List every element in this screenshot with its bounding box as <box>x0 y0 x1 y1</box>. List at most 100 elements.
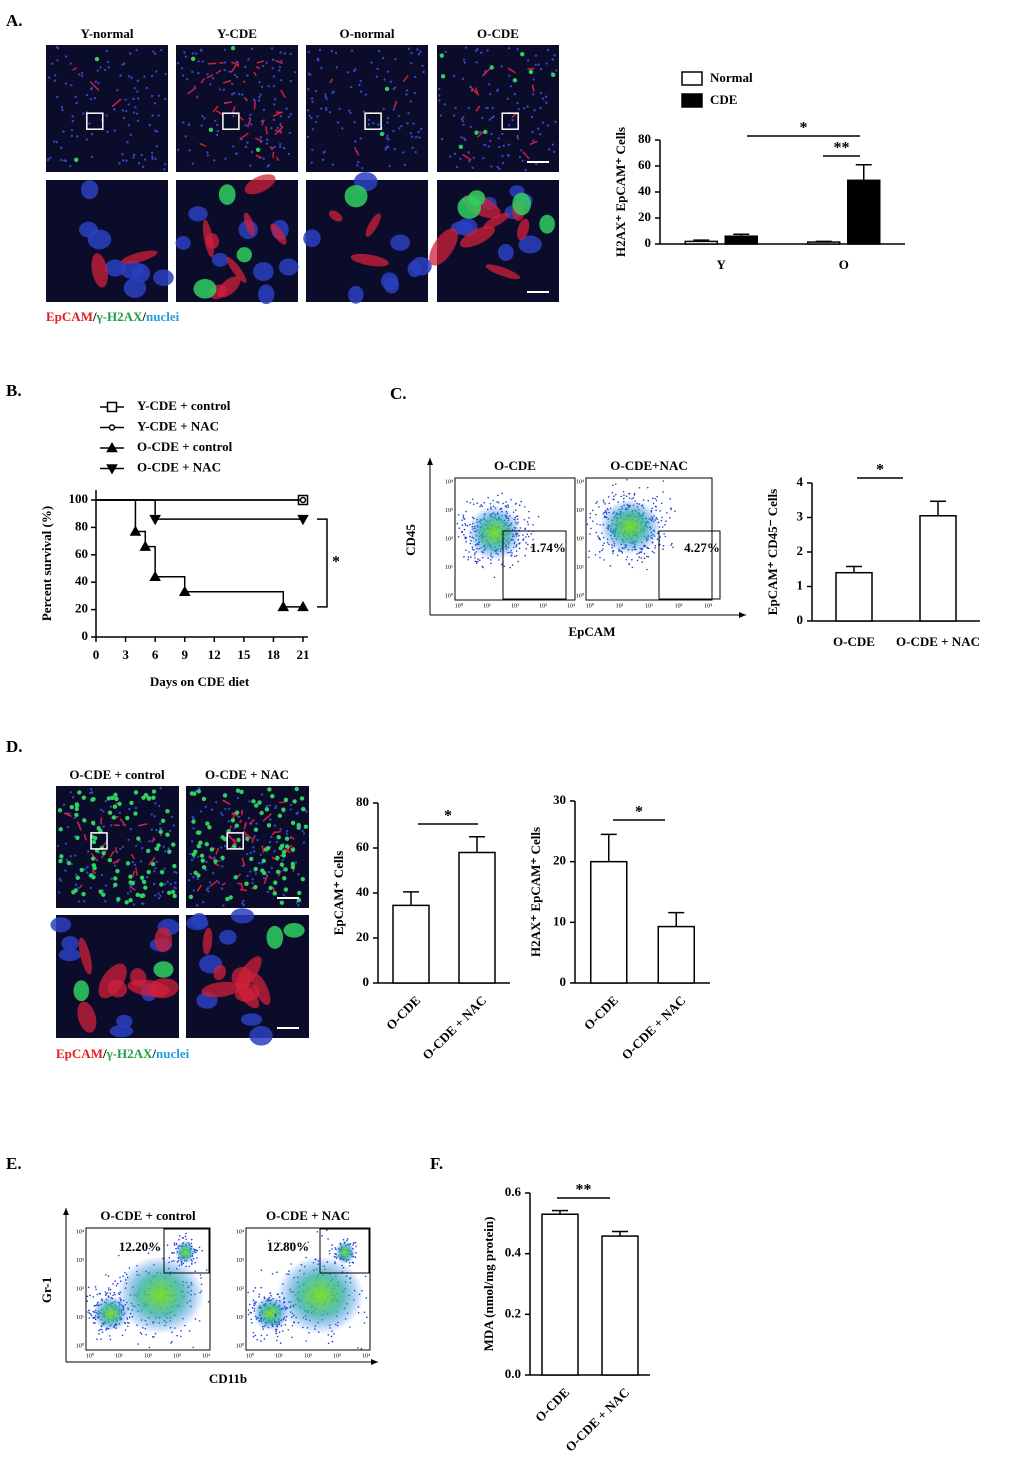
nucleus <box>77 900 81 903</box>
epcam-stain <box>222 79 232 84</box>
flow-event <box>662 480 665 482</box>
nucleus <box>163 163 167 166</box>
flow-event <box>140 1333 143 1335</box>
nucleus <box>323 150 326 153</box>
nucleus <box>157 94 161 97</box>
nucleus <box>154 894 157 897</box>
flow-event <box>479 559 481 562</box>
flow-event <box>276 1339 278 1342</box>
flow-event <box>507 506 510 508</box>
nucleus <box>546 48 550 52</box>
epcam-stain <box>242 830 253 840</box>
nucleus <box>386 121 389 124</box>
nucleus <box>84 868 87 871</box>
nucleus <box>516 48 519 51</box>
nucleus <box>279 79 283 82</box>
nucleus <box>297 873 300 876</box>
nucleus <box>302 832 306 835</box>
nucleus <box>506 97 509 101</box>
nucleus <box>126 892 130 895</box>
flow-event <box>532 524 534 526</box>
nucleus <box>170 815 174 819</box>
nucleus <box>467 151 470 154</box>
nucleus <box>420 127 423 131</box>
h2ax-stain <box>146 869 151 875</box>
h2ax-stain <box>296 825 301 830</box>
nucleus <box>537 127 540 130</box>
nucleus <box>100 873 104 877</box>
nucleus <box>141 846 144 850</box>
flow-event <box>194 1249 197 1251</box>
h2ax-stain <box>282 876 287 881</box>
nucleus <box>150 828 153 831</box>
x-tick-label: O-CDE + NAC <box>562 1385 632 1455</box>
h2ax-stain <box>539 214 555 234</box>
panel-label: A. <box>6 11 23 30</box>
nucleus <box>68 164 72 168</box>
nucleus <box>151 151 154 155</box>
nucleus <box>155 860 158 863</box>
nucleus <box>476 47 479 51</box>
nucleus <box>69 855 72 858</box>
flow-event <box>176 1261 179 1263</box>
flow-event <box>259 1306 262 1309</box>
image-title: Y-CDE <box>217 26 257 41</box>
h2ax-stain <box>158 829 163 835</box>
nucleus <box>105 49 108 53</box>
flow-event <box>86 1295 89 1298</box>
h2ax-stain <box>457 195 482 219</box>
nucleus <box>62 803 66 807</box>
nucleus <box>406 121 409 125</box>
flow-event <box>631 498 633 500</box>
flow-event <box>97 1301 99 1304</box>
nucleus <box>151 157 154 160</box>
nucleus <box>54 74 57 77</box>
gate-percent: 4.27% <box>684 540 720 555</box>
y-axis-label: MDA (nmol/mg protein) <box>481 1217 496 1352</box>
h2ax-stain <box>160 818 166 823</box>
flow-event <box>515 503 517 505</box>
nucleus <box>278 145 282 149</box>
flow-event <box>267 1239 270 1242</box>
h2ax-stain <box>106 796 112 801</box>
h2ax-stain <box>71 890 76 895</box>
h2ax-stain <box>201 865 207 870</box>
epcam-stain <box>213 964 227 981</box>
x-tick-label: O-CDE <box>532 1385 572 1425</box>
flow-event <box>596 523 598 525</box>
flow-event <box>251 1307 254 1309</box>
flow-event <box>331 1248 333 1250</box>
h2ax-stain <box>165 809 170 814</box>
flow-event <box>525 541 527 544</box>
nucleus <box>272 75 276 78</box>
h2ax-stain <box>196 873 201 878</box>
flow-tick: 10¹ <box>275 1353 283 1359</box>
flow-event <box>275 1330 277 1333</box>
nucleus <box>539 106 542 110</box>
h2ax-stain <box>196 843 201 849</box>
nucleus <box>104 884 108 887</box>
nucleus <box>143 158 147 161</box>
nucleus <box>498 167 501 171</box>
nucleus <box>386 134 389 138</box>
nucleus <box>190 840 194 843</box>
nucleus <box>471 166 474 170</box>
arrow-head <box>427 458 433 465</box>
h2ax-stain <box>255 147 261 152</box>
flow-event <box>92 1296 95 1298</box>
flow-event <box>185 1232 187 1235</box>
flow-event <box>260 1334 263 1337</box>
h2ax-stain <box>110 795 115 801</box>
nucleus <box>47 158 50 161</box>
nucleus <box>103 68 107 72</box>
h2ax-stain <box>193 870 198 875</box>
epcam-stain <box>531 84 535 92</box>
nucleus <box>490 165 493 168</box>
flow-event <box>671 542 673 545</box>
nucleus <box>220 811 223 815</box>
stain-legend: EpCAM/γ-H2AX/nuclei <box>56 1046 190 1061</box>
x-tick-label: O-CDE + NAC <box>419 993 489 1063</box>
flow-event <box>185 1265 187 1268</box>
flow-event <box>587 556 590 559</box>
epcam-stain <box>121 250 158 264</box>
